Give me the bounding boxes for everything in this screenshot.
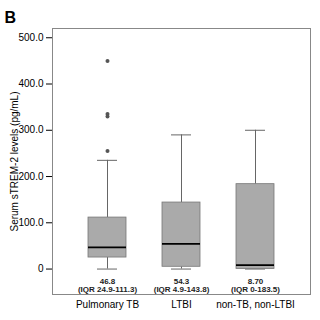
svg-text:46.8(IQR 24.9-111.3): 46.8(IQR 24.9-111.3) — [78, 277, 137, 294]
svg-text:54.3(IQR 4.9-143.8): 54.3(IQR 4.9-143.8) — [154, 277, 210, 294]
svg-text:500.0: 500.0 — [18, 32, 43, 43]
svg-text:B: B — [5, 9, 17, 26]
svg-text:200.0: 200.0 — [18, 171, 43, 182]
svg-text:8.70(IQR 0-183.5): 8.70(IQR 0-183.5) — [231, 277, 280, 294]
svg-text:non-TB, non-LTBI: non-TB, non-LTBI — [216, 299, 295, 310]
svg-text:0: 0 — [38, 263, 44, 274]
svg-text:300.0: 300.0 — [18, 124, 43, 135]
svg-text:Serum sTREM-2 levels (pg/mL): Serum sTREM-2 levels (pg/mL) — [9, 91, 20, 231]
svg-text:400.0: 400.0 — [18, 78, 43, 89]
svg-text:Pulmonary TB: Pulmonary TB — [76, 299, 140, 310]
svg-text:100.0: 100.0 — [18, 217, 43, 228]
svg-text:LTBI: LTBI — [171, 299, 191, 310]
